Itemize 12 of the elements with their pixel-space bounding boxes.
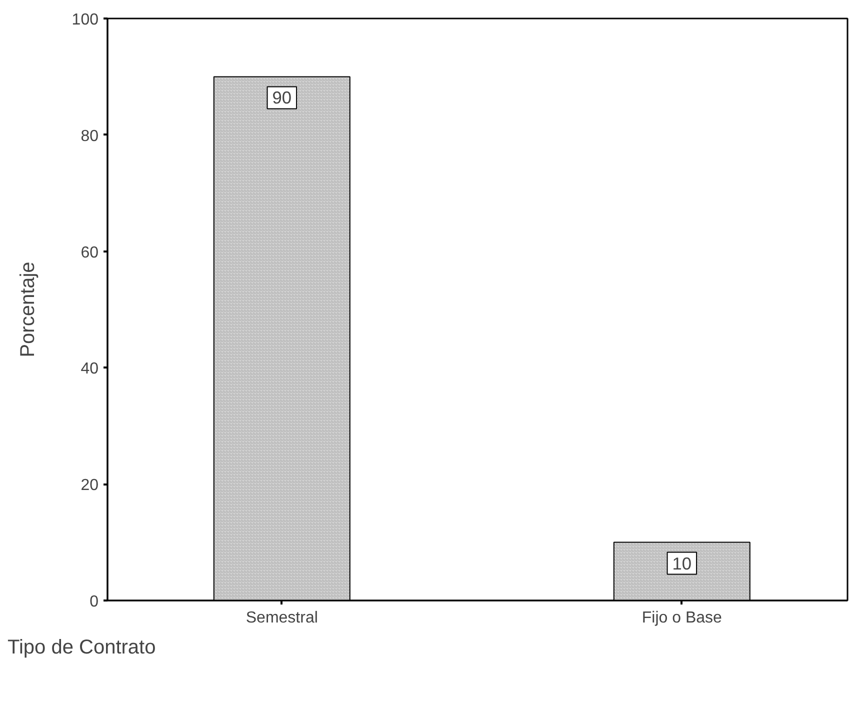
x-tick-label: Fijo o Base: [642, 610, 722, 626]
y-tick-label: 20: [80, 477, 99, 494]
x-axis-title: Tipo de Contrato: [8, 636, 156, 658]
y-tick-label: 60: [80, 244, 99, 262]
y-axis-title: Porcentaje: [16, 262, 39, 358]
y-tick-label: 100: [72, 12, 99, 28]
y-tick-label: 40: [80, 360, 99, 378]
data-label: 90: [272, 88, 292, 108]
x-tick-label: Semestral: [246, 610, 318, 626]
data-label: 10: [672, 553, 692, 574]
y-tick-label: 0: [90, 594, 99, 610]
y-tick-label: 80: [80, 128, 99, 145]
